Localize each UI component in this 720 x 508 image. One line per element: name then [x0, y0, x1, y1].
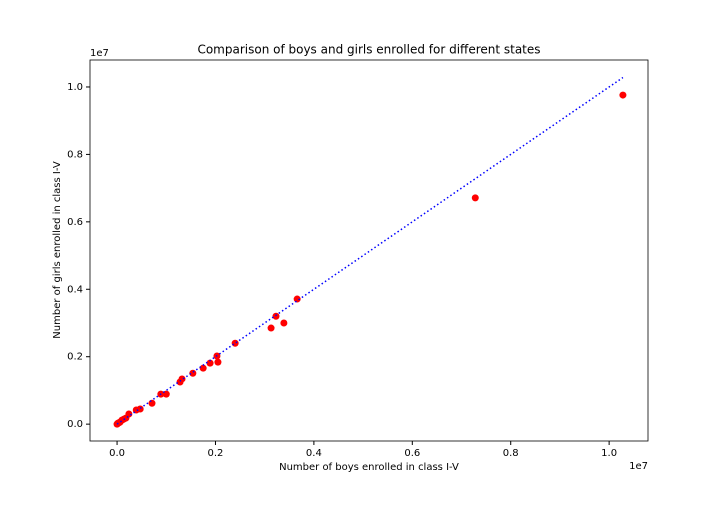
y-tick-label: 1.0: [67, 82, 83, 93]
x-tick-label: 0.0: [109, 448, 125, 459]
scatter-point: [199, 364, 207, 372]
y-tick-label: 0.0: [67, 419, 83, 430]
scatter-point: [272, 312, 280, 320]
x-axis-label: Number of boys enrolled in class I-V: [279, 462, 459, 473]
scatter-point: [293, 295, 301, 303]
scatter-point: [619, 91, 627, 99]
y-tick-label: 0.2: [67, 352, 83, 363]
x-tick-label: 1.0: [601, 448, 617, 459]
scatter-point: [125, 410, 133, 418]
y-tick-label: 0.4: [67, 284, 83, 295]
scatter-point: [189, 369, 197, 377]
y-tick-label: 0.8: [67, 149, 83, 160]
scatter-point: [148, 399, 156, 407]
x-tick-label: 0.6: [404, 448, 420, 459]
x-tick-label: 0.2: [208, 448, 224, 459]
scatter-point: [231, 339, 239, 347]
y-offset-label: 1e7: [90, 48, 109, 59]
scatter-point: [136, 405, 144, 413]
y-axis-label: Number of girls enrolled in class I-V: [52, 161, 63, 339]
chart-title: Comparison of boys and girls enrolled fo…: [197, 43, 540, 57]
x-offset-label: 1e7: [629, 461, 648, 472]
scatter-point: [267, 324, 275, 332]
scatter-point: [214, 358, 222, 366]
x-tick-label: 0.4: [306, 448, 322, 459]
scatter-point: [206, 359, 214, 367]
scatter-point: [471, 194, 479, 202]
scatter-point: [178, 375, 186, 383]
x-tick-label: 0.8: [503, 448, 519, 459]
y-tick-label: 0.6: [67, 217, 83, 228]
plot-frame: [89, 59, 649, 442]
scatter-point: [280, 319, 288, 327]
